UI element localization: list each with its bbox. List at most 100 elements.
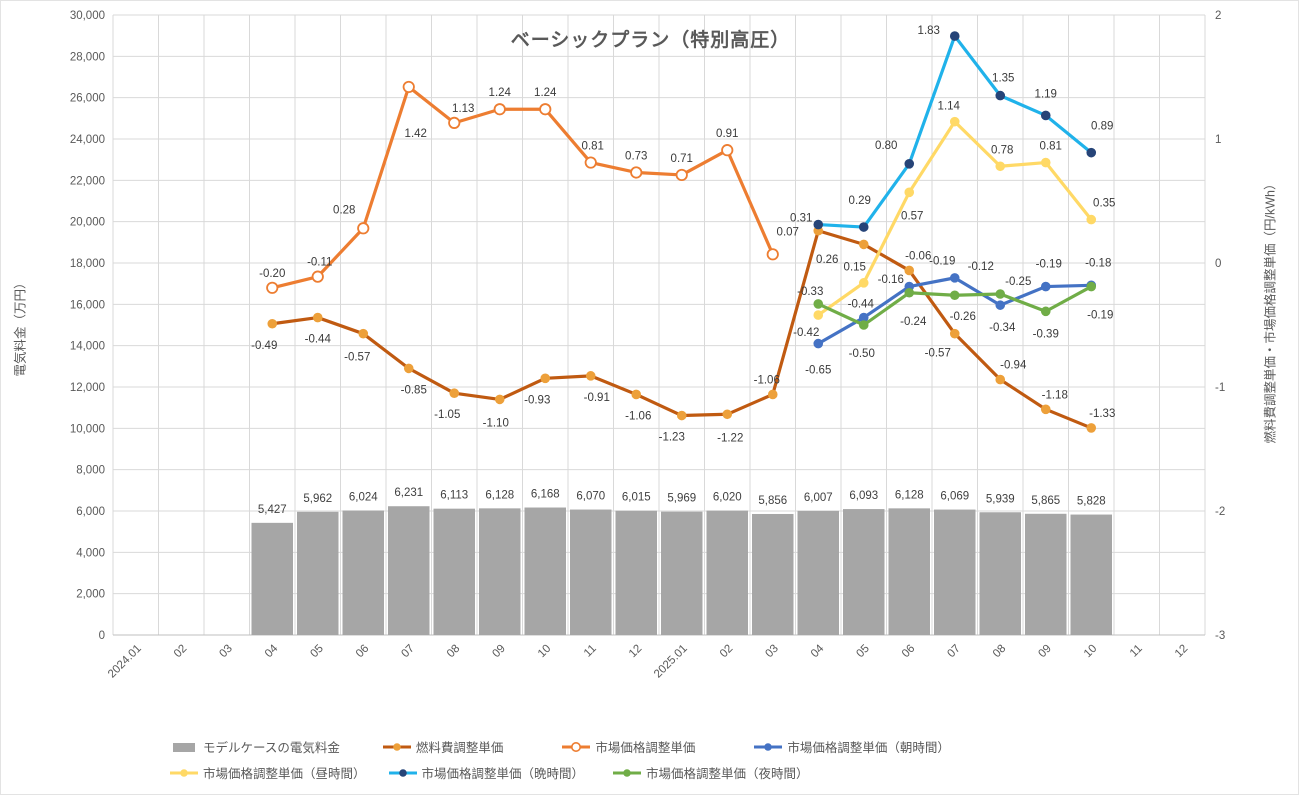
right-axis-tick: 2	[1215, 10, 1221, 22]
data-point-label: 0.89	[1091, 121, 1113, 133]
data-point-marker	[995, 289, 1006, 299]
bar-value-label: 5,856	[758, 495, 787, 507]
bar	[570, 509, 612, 635]
data-point-label: -1.06	[754, 374, 780, 386]
x-axis-tick: 06	[354, 643, 372, 661]
data-point-label: -0.19	[1087, 310, 1113, 322]
left-axis-tick: 0	[99, 630, 105, 642]
data-point-label: 0.78	[991, 144, 1013, 156]
bar	[297, 511, 339, 635]
data-point-marker	[995, 374, 1006, 385]
data-point-marker	[1040, 157, 1051, 168]
data-point-label: -0.44	[305, 334, 332, 346]
data-point-label: 0.57	[901, 210, 923, 222]
left-axis-tick: 12,000	[70, 382, 105, 394]
bar	[1070, 514, 1112, 635]
data-point-marker	[1086, 423, 1097, 433]
left-axis-tick: 14,000	[70, 341, 105, 353]
legend-item-market-price-adj[interactable]: 市場価格調整単価	[561, 737, 695, 756]
bar-value-label: 5,427	[258, 504, 287, 516]
bar-value-label: 6,070	[576, 491, 605, 503]
data-point-label: 0.26	[816, 254, 838, 266]
data-point-label: 1.14	[938, 101, 961, 113]
legend-label: モデルケースの電気料金	[203, 741, 340, 755]
x-axis-tick: 10	[536, 643, 554, 661]
left-axis-tick: 18,000	[70, 258, 105, 270]
bar-value-label: 6,113	[440, 490, 468, 502]
legend-item-market-daytime[interactable]: 市場価格調整単価（昼時間）	[169, 763, 366, 782]
bar	[843, 509, 885, 635]
x-axis-tick: 04	[809, 642, 827, 660]
legend-item-model-case-bill[interactable]: モデルケースの電気料金	[169, 737, 340, 756]
bar-value-label: 6,231	[394, 487, 423, 499]
data-point-label: -0.34	[989, 322, 1016, 334]
data-point-marker	[358, 328, 369, 339]
bar	[524, 507, 566, 635]
legend-line-swatch	[562, 741, 591, 752]
data-point-marker	[585, 371, 596, 381]
left-axis-tick: 6,000	[76, 506, 105, 518]
data-point-label: 0.81	[582, 141, 604, 153]
x-axis-tick: 02	[718, 643, 736, 661]
legend-item-market-evening[interactable]: 市場価格調整単価（晩時間）	[388, 763, 584, 782]
data-point-label: 0.29	[849, 195, 871, 207]
bar	[342, 510, 384, 635]
data-point-label: 1.83	[918, 25, 940, 37]
chart-title: ベーシックプラン（特別高圧）	[510, 30, 791, 51]
bar	[388, 506, 430, 635]
data-point-marker	[675, 168, 688, 182]
data-point-label: -0.85	[401, 384, 427, 396]
data-point-label: -1.05	[434, 409, 460, 421]
data-point-marker	[630, 166, 643, 179]
data-point-label: 1.24	[534, 87, 557, 99]
bar	[251, 522, 293, 635]
bar-value-label: 5,962	[303, 493, 332, 505]
left-axis-tick: 28,000	[70, 51, 105, 63]
data-point-label: -0.33	[797, 286, 823, 298]
left-axis-tick: 30,000	[70, 10, 105, 22]
bar	[752, 513, 794, 635]
data-point-marker	[312, 312, 323, 323]
data-point-marker	[631, 389, 642, 400]
data-point-label: -1.22	[717, 432, 743, 444]
data-point-marker	[858, 320, 869, 330]
data-point-label: -0.42	[793, 327, 819, 339]
data-point-label: -0.49	[251, 340, 277, 352]
data-point-marker	[1040, 281, 1051, 292]
bar-value-label: 6,128	[485, 489, 514, 501]
x-axis-tick: 09	[490, 643, 508, 661]
legend-label: 市場価格調整単価（昼時間）	[203, 767, 366, 781]
chart-legend: モデルケースの電気料金 燃料費調整単価 市場価格調整単価 市場価格調整単価（朝時間） 市…	[169, 737, 950, 782]
x-axis-tick: 02	[172, 643, 190, 661]
data-point-label: 1.24	[489, 87, 512, 99]
right-axis-tick: 0	[1215, 258, 1221, 270]
data-point-label: -0.19	[929, 256, 955, 268]
data-point-marker	[722, 409, 733, 420]
data-point-marker	[904, 187, 915, 198]
data-point-label: -0.25	[1005, 276, 1031, 288]
legend-item-fuel-cost-adj[interactable]: 燃料費調整単価	[382, 737, 504, 756]
line-series-market-daytime	[813, 116, 1097, 320]
x-axis-tick: 11	[1128, 643, 1145, 660]
x-axis-tick: 12	[627, 643, 645, 661]
data-point-marker	[1040, 110, 1051, 121]
data-point-label: -1.18	[1042, 389, 1068, 401]
x-axis-tick: 08	[991, 643, 1009, 661]
left-axis-tick: 24,000	[70, 134, 105, 146]
legend-label: 燃料費調整単価	[415, 741, 504, 755]
data-point-label: -0.06	[905, 250, 931, 262]
bar-value-label: 6,015	[622, 492, 651, 504]
data-point-marker	[766, 248, 779, 261]
data-point-label: 1.42	[405, 128, 427, 140]
bar-value-label: 6,024	[349, 492, 378, 504]
data-point-label: -0.24	[900, 316, 927, 328]
legend-item-market-night[interactable]: 市場価格調整単価（夜時間）	[612, 763, 809, 782]
legend-item-market-morning[interactable]: 市場価格調整単価（朝時間）	[753, 737, 950, 756]
data-point-marker	[904, 265, 915, 276]
data-point-label: -0.26	[950, 311, 976, 323]
line-series-group	[266, 31, 1097, 433]
bar	[661, 511, 703, 635]
data-point-label: 0.81	[1040, 141, 1062, 153]
